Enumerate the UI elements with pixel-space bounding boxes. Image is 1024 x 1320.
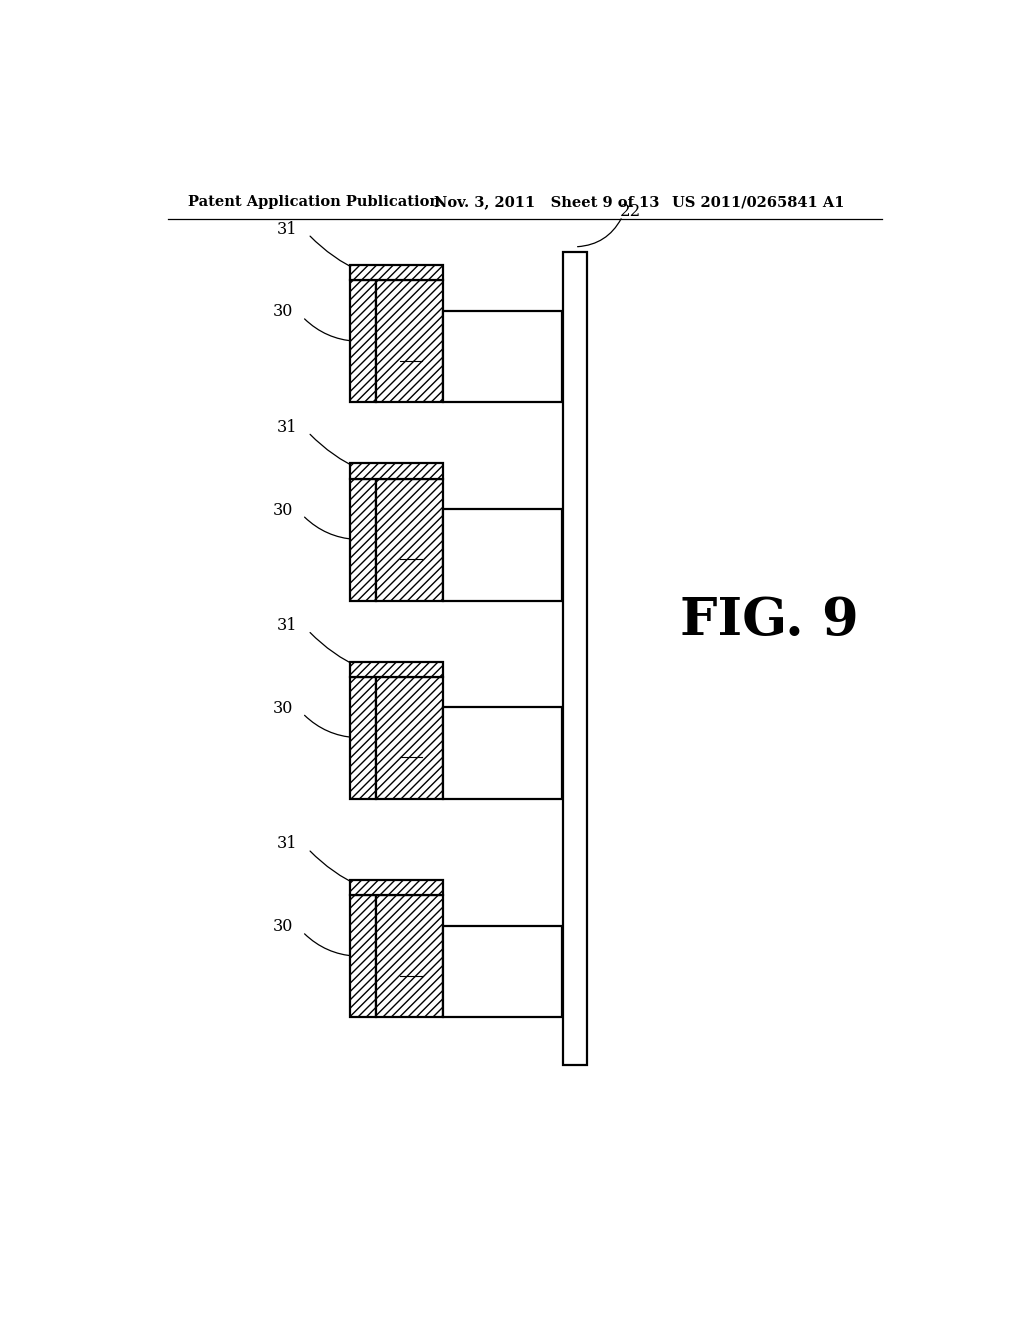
Text: 26: 26: [402, 338, 419, 358]
Text: 26: 26: [402, 734, 419, 754]
Bar: [563, 252, 587, 1065]
Text: 31: 31: [276, 418, 297, 436]
Bar: [350, 661, 443, 677]
Bar: [350, 463, 443, 479]
Text: 22: 22: [620, 203, 641, 219]
Bar: [350, 677, 376, 799]
Text: 31: 31: [276, 836, 297, 853]
Bar: [443, 925, 562, 1018]
Text: 31: 31: [276, 220, 297, 238]
Text: US 2011/0265841 A1: US 2011/0265841 A1: [672, 195, 844, 209]
Text: 26: 26: [402, 536, 419, 556]
Bar: [443, 312, 562, 403]
Text: 30: 30: [272, 502, 293, 519]
Bar: [350, 895, 376, 1018]
Bar: [376, 280, 443, 403]
Text: 30: 30: [272, 919, 293, 936]
Bar: [350, 265, 443, 280]
Text: 24: 24: [497, 545, 513, 565]
Bar: [443, 708, 562, 799]
Text: 30: 30: [272, 304, 293, 321]
Text: 30: 30: [272, 700, 293, 717]
Bar: [350, 280, 376, 403]
Text: Nov. 3, 2011   Sheet 9 of 13: Nov. 3, 2011 Sheet 9 of 13: [433, 195, 658, 209]
Text: FIG. 9: FIG. 9: [680, 595, 858, 647]
Bar: [350, 479, 376, 601]
Bar: [376, 677, 443, 799]
Text: Patent Application Publication: Patent Application Publication: [187, 195, 439, 209]
Bar: [350, 880, 443, 895]
Text: 31: 31: [276, 616, 297, 634]
Text: 24: 24: [497, 346, 513, 367]
Bar: [376, 895, 443, 1018]
Text: 24: 24: [497, 961, 513, 982]
Text: 26: 26: [402, 952, 419, 973]
Bar: [443, 510, 562, 601]
Bar: [376, 479, 443, 601]
Text: 24: 24: [497, 743, 513, 763]
